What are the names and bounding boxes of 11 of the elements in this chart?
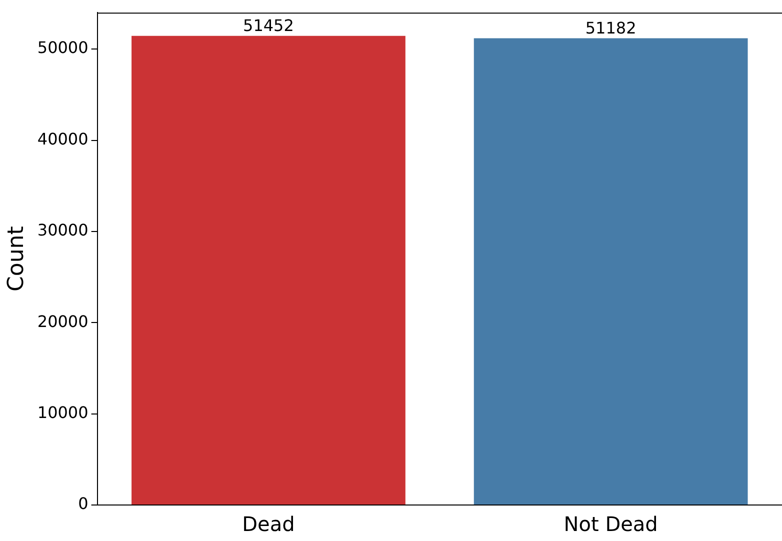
y-tick-label: 40000 [37,129,88,148]
y-tick-label: 20000 [37,312,88,331]
data-label: 51182 [585,18,636,38]
y-tick-label: 0 [78,494,88,514]
data-label: 51452 [243,16,294,35]
x-tick-label: Dead [242,512,295,536]
y-tick-label: 10000 [37,402,88,422]
y-axis-title: Count [4,226,29,292]
y-tick-label: 50000 [37,38,88,58]
x-tick-label: Not Dead [564,512,658,536]
y-tick-label: 30000 [37,220,88,240]
